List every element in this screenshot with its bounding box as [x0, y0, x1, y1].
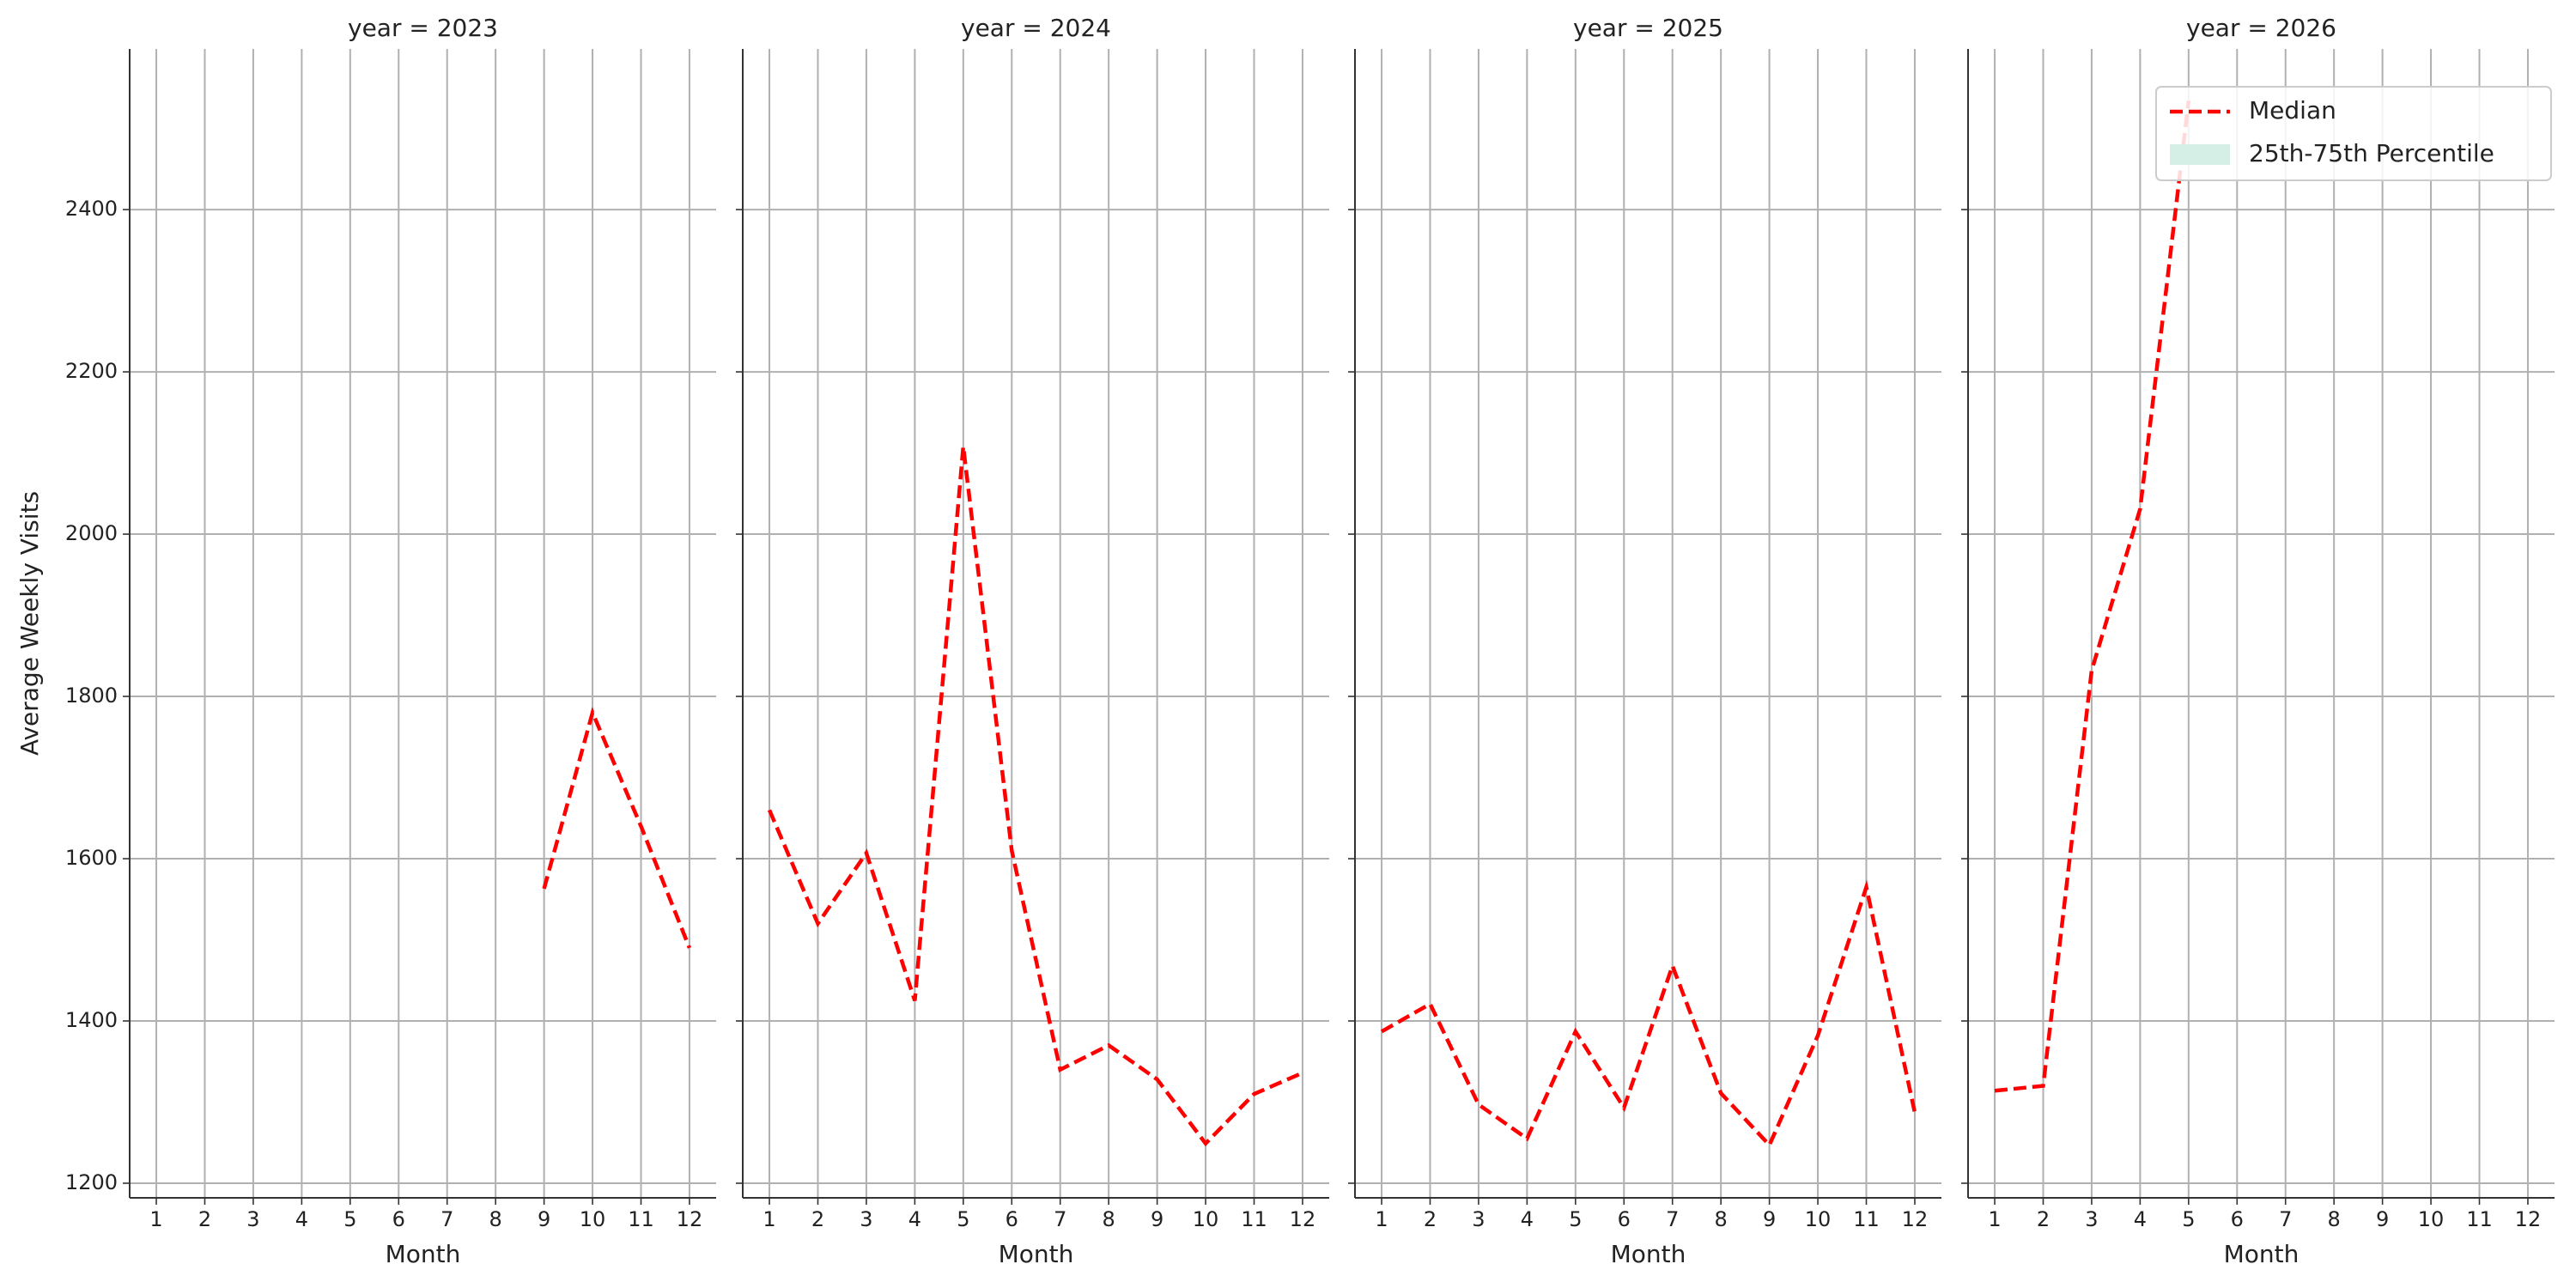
- x-tick-label: 9: [1151, 1207, 1163, 1231]
- x-axis-label: Month: [386, 1240, 461, 1268]
- y-tick-label: 1600: [65, 846, 118, 870]
- y-tick-label: 2200: [65, 359, 118, 383]
- panel-title: year = 2025: [1573, 14, 1723, 42]
- legend-swatch: [2170, 144, 2230, 165]
- x-tick-label: 10: [580, 1207, 606, 1231]
- x-tick-label: 8: [1715, 1207, 1728, 1231]
- x-tick-label: 8: [489, 1207, 502, 1231]
- x-axis-label: Month: [999, 1240, 1074, 1268]
- x-tick-label: 7: [1054, 1207, 1066, 1231]
- y-tick-label: 1800: [65, 683, 118, 708]
- x-tick-label: 12: [677, 1207, 703, 1231]
- x-tick-label: 9: [2376, 1207, 2389, 1231]
- x-tick-label: 4: [2134, 1207, 2147, 1231]
- y-tick-label: 1400: [65, 1008, 118, 1032]
- x-tick-label: 7: [1666, 1207, 1679, 1231]
- legend-label: Median: [2249, 96, 2336, 125]
- panel-title: year = 2023: [348, 14, 498, 42]
- x-tick-label: 1: [762, 1207, 775, 1231]
- x-axis-label: Month: [1611, 1240, 1686, 1268]
- x-tick-label: 4: [1521, 1207, 1534, 1231]
- x-tick-label: 6: [1005, 1207, 1018, 1231]
- x-tick-label: 11: [2466, 1207, 2493, 1231]
- x-tick-label: 2: [811, 1207, 824, 1231]
- x-tick-label: 3: [2085, 1207, 2098, 1231]
- x-tick-label: 1: [1375, 1207, 1388, 1231]
- x-tick-label: 8: [1103, 1207, 1115, 1231]
- x-tick-label: 11: [628, 1207, 654, 1231]
- median-line: [767, 446, 1303, 1147]
- x-tick-label: 9: [1763, 1207, 1776, 1231]
- x-tick-label: 8: [2328, 1207, 2341, 1231]
- legend-label: 25th-75th Percentile: [2249, 139, 2494, 167]
- median-line: [542, 707, 692, 949]
- x-tick-label: 3: [1472, 1207, 1485, 1231]
- x-tick-label: 5: [2182, 1207, 2195, 1231]
- x-axis-label: Month: [2224, 1240, 2300, 1268]
- x-tick-label: 11: [1853, 1207, 1880, 1231]
- x-tick-label: 12: [1290, 1207, 1316, 1231]
- x-tick-label: 12: [2515, 1207, 2542, 1231]
- y-tick-label: 2400: [65, 197, 118, 221]
- x-tick-label: 1: [149, 1207, 162, 1231]
- y-axis-label: Average Weekly Visits: [15, 491, 44, 756]
- x-tick-label: 4: [908, 1207, 921, 1231]
- x-tick-label: 10: [1193, 1207, 1219, 1231]
- x-tick-label: 10: [2418, 1207, 2445, 1231]
- x-tick-label: 3: [860, 1207, 872, 1231]
- x-tick-label: 5: [1569, 1207, 1582, 1231]
- median-line: [1380, 879, 1917, 1149]
- y-tick-label: 1200: [65, 1170, 118, 1194]
- y-tick-label: 2000: [65, 521, 118, 545]
- x-tick-label: 11: [1241, 1207, 1267, 1231]
- panel-title: year = 2026: [2186, 14, 2336, 42]
- x-tick-label: 12: [1902, 1207, 1929, 1231]
- x-tick-label: 1: [1988, 1207, 2001, 1231]
- x-tick-label: 2: [2037, 1207, 2050, 1231]
- panel-title: year = 2024: [961, 14, 1111, 42]
- x-tick-label: 7: [440, 1207, 453, 1231]
- x-tick-label: 2: [198, 1207, 211, 1231]
- x-tick-label: 2: [1424, 1207, 1437, 1231]
- x-tick-label: 5: [343, 1207, 356, 1231]
- x-tick-label: 4: [295, 1207, 308, 1231]
- x-tick-label: 7: [2279, 1207, 2292, 1231]
- x-tick-label: 3: [246, 1207, 259, 1231]
- x-tick-label: 6: [392, 1207, 405, 1231]
- x-tick-label: 9: [538, 1207, 550, 1231]
- x-tick-label: 6: [2231, 1207, 2244, 1231]
- legend-box: [2155, 86, 2552, 181]
- x-tick-label: 5: [957, 1207, 969, 1231]
- x-tick-label: 6: [1618, 1207, 1631, 1231]
- x-tick-label: 10: [1805, 1207, 1832, 1231]
